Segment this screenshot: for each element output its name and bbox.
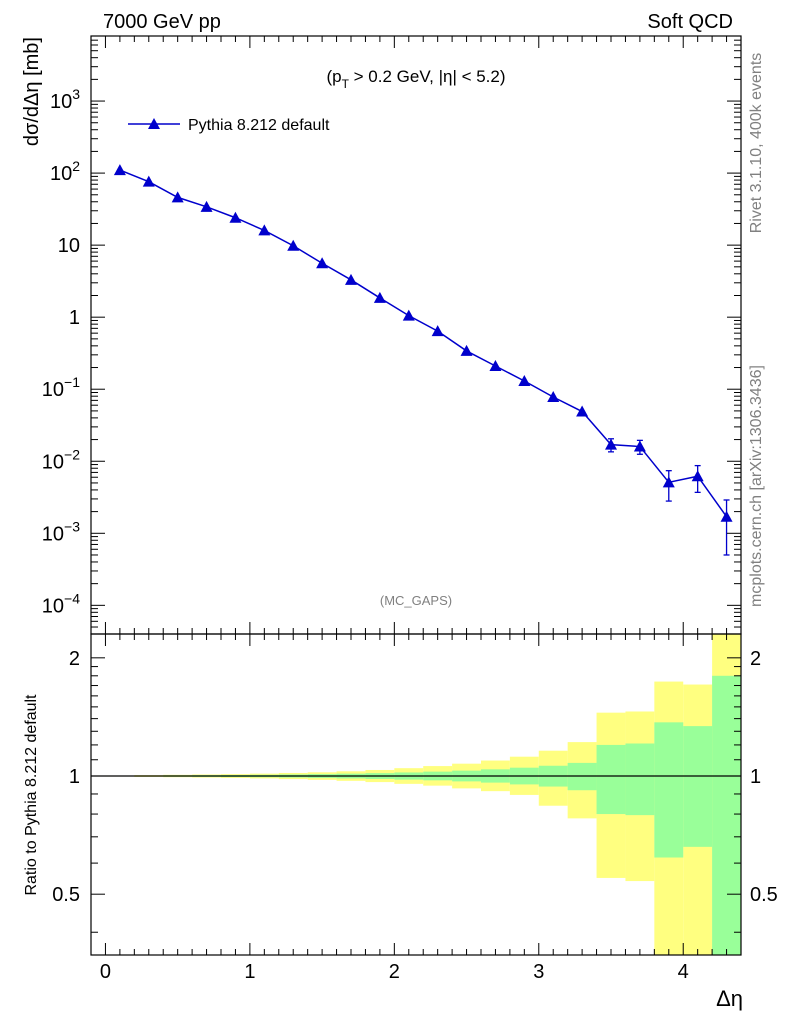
band-stat-bin (683, 726, 713, 847)
y-tick-label: 102 (50, 158, 80, 185)
y-tick-label: 10−3 (42, 518, 80, 545)
ratio-y-tick-label-right: 1 (750, 766, 761, 788)
data-point (518, 375, 531, 387)
data-point (576, 405, 589, 417)
data-point (200, 200, 213, 212)
x-tick-label: 2 (389, 961, 400, 983)
series-line (119, 169, 728, 518)
data-point (142, 175, 155, 187)
y-tick-label: 10 (58, 235, 80, 257)
main-ylabel: dσ/dΔη [mb] (21, 37, 43, 146)
ratio-panel (91, 634, 741, 955)
data-point (402, 309, 415, 321)
data-point (431, 325, 444, 337)
main-panel (113, 164, 733, 556)
data-point (258, 224, 271, 236)
data-point (691, 470, 704, 482)
x-tick-label: 4 (678, 961, 689, 983)
data-point (287, 239, 300, 251)
ratio-y-tick-label: 1 (69, 766, 80, 788)
x-axis-label: Δη (716, 986, 743, 1011)
y-tick-label: 103 (50, 86, 80, 113)
data-point (489, 360, 502, 372)
data-point (316, 257, 329, 269)
ratio-y-tick-label: 0.5 (52, 884, 80, 906)
ratio-ylabel: Ratio to Pythia 8.212 default (23, 694, 40, 896)
ratio-y-tick-label-right: 2 (750, 648, 761, 670)
data-point (605, 438, 617, 450)
analysis-watermark: (MC_GAPS) (380, 593, 452, 608)
header-right: Soft QCD (647, 11, 733, 33)
data-point (720, 510, 733, 522)
rivet-label: Rivet 3.1.10, 400k events (748, 53, 765, 234)
data-point (229, 211, 242, 223)
header-left: 7000 GeV pp (103, 11, 221, 33)
legend: Pythia 8.212 default (128, 117, 330, 134)
band-stat-bin (625, 743, 655, 816)
ratio-frame (90, 633, 742, 956)
data-point (460, 344, 473, 356)
ratio-y-tick-label: 2 (69, 648, 80, 670)
ratio-y-tick-label-right: 0.5 (750, 884, 778, 906)
data-point (113, 164, 126, 176)
y-tick-label: 10−1 (42, 374, 80, 401)
y-tick-label: 10−4 (42, 590, 80, 617)
y-tick-label: 10−2 (42, 446, 80, 473)
x-tick-label: 0 (100, 961, 111, 983)
x-tick-label: 1 (244, 961, 255, 983)
data-point (373, 291, 386, 303)
data-point (171, 191, 184, 203)
y-tick-label: 1 (69, 307, 80, 329)
data-point (662, 476, 675, 488)
data-point (345, 273, 357, 285)
data-point (547, 390, 560, 402)
legend-label: Pythia 8.212 default (188, 117, 330, 134)
band-stat-bin (712, 675, 741, 955)
band-stat-bin (596, 744, 626, 815)
mcplots-label: mcplots.cern.ch [arXiv:1306.3436] (748, 365, 765, 607)
x-tick-label: 3 (533, 961, 544, 983)
band-stat-bin (654, 722, 684, 858)
legend-marker (148, 118, 160, 129)
data-point (633, 440, 646, 452)
cut-annotation: (pT > 0.2 GeV, |η| < 5.2) (326, 67, 505, 91)
